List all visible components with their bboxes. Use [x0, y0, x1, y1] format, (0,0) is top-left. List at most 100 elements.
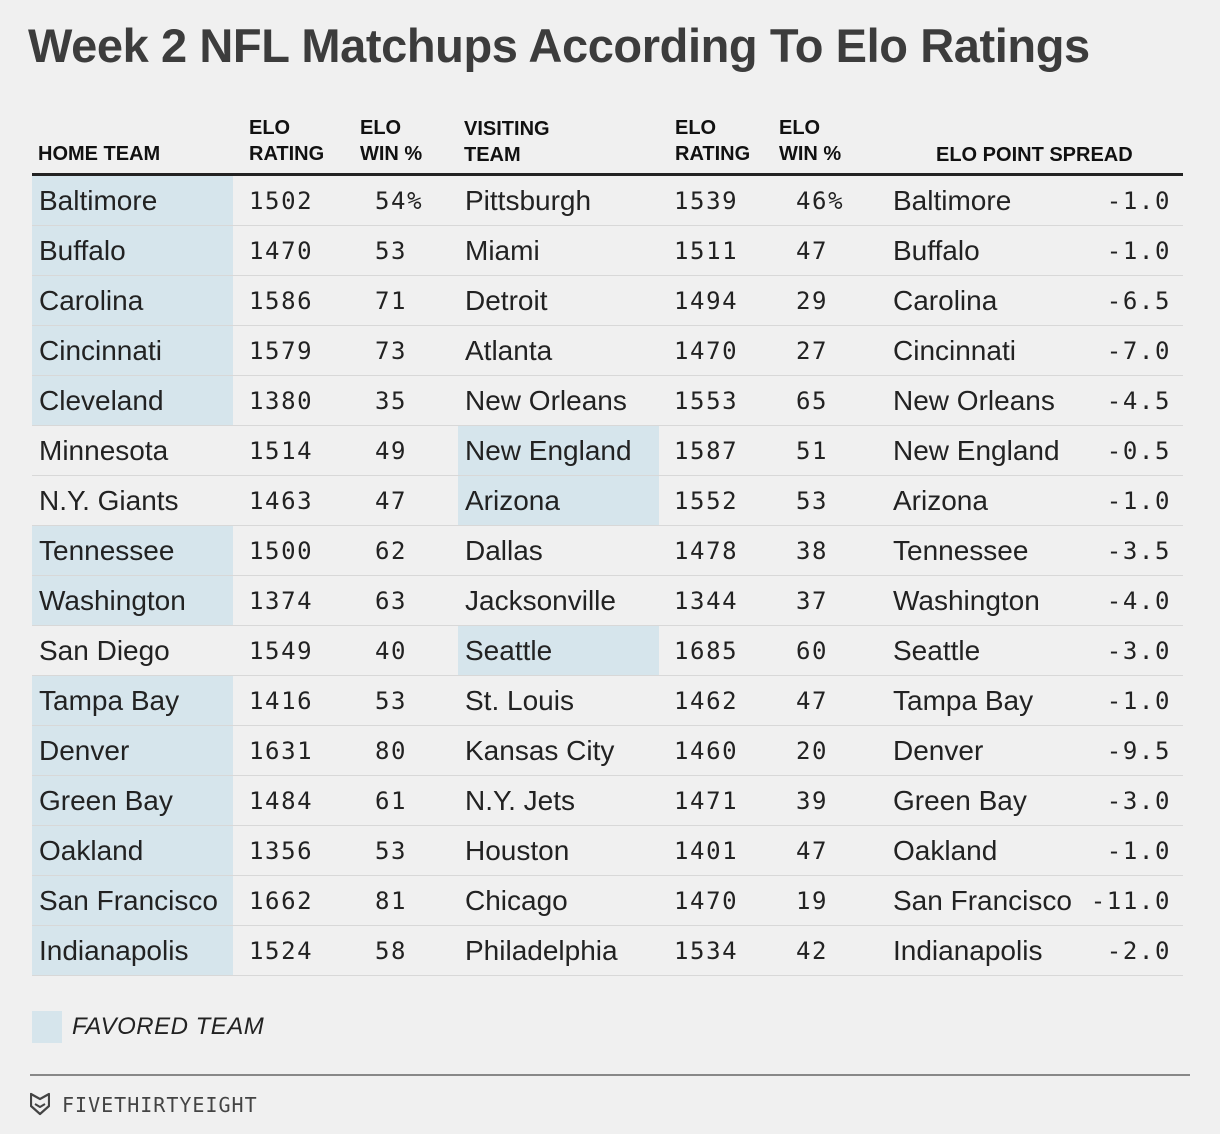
spread-team-cell: New England — [893, 435, 1060, 466]
visiting-elo-win-cell: 29 — [796, 287, 829, 315]
table-row: Minnesota 1514 49 New England 1587 51 New Engl… — [32, 426, 1183, 476]
spread-value-cell: -3.0 — [1106, 637, 1171, 665]
home-elo-rating-cell: 1549 — [249, 637, 314, 665]
visiting-team-cell: Chicago — [465, 885, 568, 916]
favored-highlight — [32, 576, 233, 625]
home-elo-rating-cell: 1502 — [249, 187, 314, 215]
home-elo-win-cell: 54% — [375, 187, 424, 215]
visiting-elo-rating-cell: 1470 — [674, 887, 739, 915]
spread-team-cell: Seattle — [893, 635, 981, 666]
header-line: RATING — [675, 143, 751, 165]
home-elo-rating-cell: 1463 — [249, 487, 314, 515]
header-visiting-elo-win: ELO WIN % — [779, 115, 841, 167]
home-elo-win-cell: 49 — [375, 437, 408, 465]
home-team-cell: Carolina — [39, 285, 144, 316]
visiting-team-cell: New Orleans — [465, 385, 627, 416]
favored-highlight — [32, 876, 233, 925]
spread-team-cell: Buffalo — [893, 235, 980, 266]
legend-label: FAVORED TEAM — [72, 1013, 265, 1040]
home-team-cell: Tampa Bay — [39, 685, 180, 716]
spread-team-cell: Washington — [893, 585, 1040, 616]
home-team-cell: N.Y. Giants — [39, 485, 179, 516]
spread-value-cell: -1.0 — [1106, 687, 1171, 715]
home-team-cell: Tennessee — [39, 535, 175, 566]
favored-highlight — [32, 526, 233, 575]
header-home-team-label: HOME TEAM — [38, 143, 161, 165]
visiting-team-cell: N.Y. Jets — [465, 785, 575, 816]
home-elo-rating-cell: 1356 — [249, 837, 314, 865]
home-elo-rating-cell: 1524 — [249, 937, 314, 965]
table-row: Tennessee 1500 62 Dallas 1478 38 Tennessee -3.5 — [32, 526, 1183, 576]
spread-team-cell: Green Bay — [893, 785, 1027, 816]
visiting-elo-win-cell: 53 — [796, 487, 829, 515]
brand-wordmark: FIVETHIRTYEIGHT — [62, 1093, 258, 1117]
home-elo-win-cell: 47 — [375, 487, 408, 515]
favored-highlight — [32, 726, 233, 775]
visiting-elo-win-cell: 27 — [796, 337, 829, 365]
table-row: Denver 1631 80 Kansas City 1460 20 Denver -9.5 — [32, 726, 1183, 776]
visiting-team-cell: Atlanta — [465, 335, 553, 366]
visiting-elo-rating-cell: 1511 — [674, 237, 739, 265]
home-elo-win-cell: 53 — [375, 837, 408, 865]
favored-highlight — [32, 326, 233, 375]
visiting-elo-win-cell: 42 — [796, 937, 829, 965]
visiting-elo-win-cell: 19 — [796, 887, 829, 915]
home-elo-win-cell: 61 — [375, 787, 408, 815]
table-row: Oakland 1356 53 Houston 1401 47 Oakland -1.0 — [32, 826, 1183, 876]
home-team-cell: Green Bay — [39, 785, 173, 816]
visiting-elo-rating-cell: 1494 — [674, 287, 739, 315]
home-elo-win-cell: 40 — [375, 637, 408, 665]
spread-value-cell: -7.0 — [1106, 337, 1171, 365]
visiting-elo-rating-cell: 1401 — [674, 837, 739, 865]
table-row: Cincinnati 1579 73 Atlanta 1470 27 Cincinnati -… — [32, 326, 1183, 376]
visiting-team-cell: Houston — [465, 835, 570, 866]
favored-highlight — [32, 826, 233, 875]
table-row: Indianapolis 1524 58 Philadelphia 1534 42 Indi… — [32, 926, 1183, 976]
spread-value-cell: -3.0 — [1106, 787, 1171, 815]
header-line: TEAM — [464, 144, 521, 166]
visiting-team-cell: Detroit — [465, 285, 548, 316]
visiting-elo-rating-cell: 1471 — [674, 787, 739, 815]
header-line: ELO — [360, 117, 402, 139]
home-team-cell: Washington — [39, 585, 186, 616]
visiting-team-cell: Kansas City — [465, 735, 615, 766]
favored-highlight — [32, 776, 233, 825]
visiting-elo-rating-cell: 1587 — [674, 437, 739, 465]
home-team-cell: Denver — [39, 735, 130, 766]
visiting-team-cell: Pittsburgh — [465, 185, 592, 216]
spread-team-cell: Cincinnati — [893, 335, 1016, 366]
home-elo-rating-cell: 1380 — [249, 387, 314, 415]
spread-team-cell: Indianapolis — [893, 935, 1043, 966]
home-elo-win-cell: 63 — [375, 587, 408, 615]
header-line: WIN % — [360, 143, 423, 165]
visiting-elo-rating-cell: 1478 — [674, 537, 739, 565]
favored-highlight — [32, 226, 233, 275]
home-elo-rating-cell: 1586 — [249, 287, 314, 315]
favored-highlight — [32, 676, 233, 725]
header-visiting-team: VISITING TEAM — [464, 116, 550, 168]
header-line: WIN % — [779, 143, 842, 165]
spread-value-cell: -6.5 — [1106, 287, 1171, 315]
table-row: Green Bay 1484 61 N.Y. Jets 1471 39 Green Bay -… — [32, 776, 1183, 826]
visiting-team-cell: St. Louis — [465, 685, 574, 716]
visiting-elo-rating-cell: 1552 — [674, 487, 739, 515]
spread-value-cell: -1.0 — [1106, 237, 1171, 265]
spread-value-cell: -4.0 — [1106, 587, 1171, 615]
home-team-cell: Baltimore — [39, 185, 158, 216]
legend-swatch — [32, 1011, 62, 1043]
table-row: Tampa Bay 1416 53 St. Louis 1462 47 Tampa Bay -… — [32, 676, 1183, 726]
spread-value-cell: -1.0 — [1106, 187, 1171, 215]
header-line: VISITING — [464, 118, 550, 140]
table-row: N.Y. Giants 1463 47 Arizona 1552 53 Arizona -1.… — [32, 476, 1183, 526]
header-visiting-elo-rating: ELO RATING — [675, 115, 750, 167]
home-team-cell: Cleveland — [39, 385, 164, 416]
header-point-spread: ELO POINT SPREAD — [936, 142, 1133, 168]
visiting-elo-rating-cell: 1344 — [674, 587, 739, 615]
visiting-team-cell: Arizona — [465, 485, 560, 516]
spread-team-cell: New Orleans — [893, 385, 1055, 416]
table-row: San Francisco 1662 81 Chicago 1470 19 San Fran… — [32, 876, 1183, 926]
favored-highlight — [458, 426, 659, 475]
spread-value-cell: -0.5 — [1106, 437, 1171, 465]
table-row: Washington 1374 63 Jacksonville 1344 37 Washin… — [32, 576, 1183, 626]
visiting-elo-rating-cell: 1462 — [674, 687, 739, 715]
